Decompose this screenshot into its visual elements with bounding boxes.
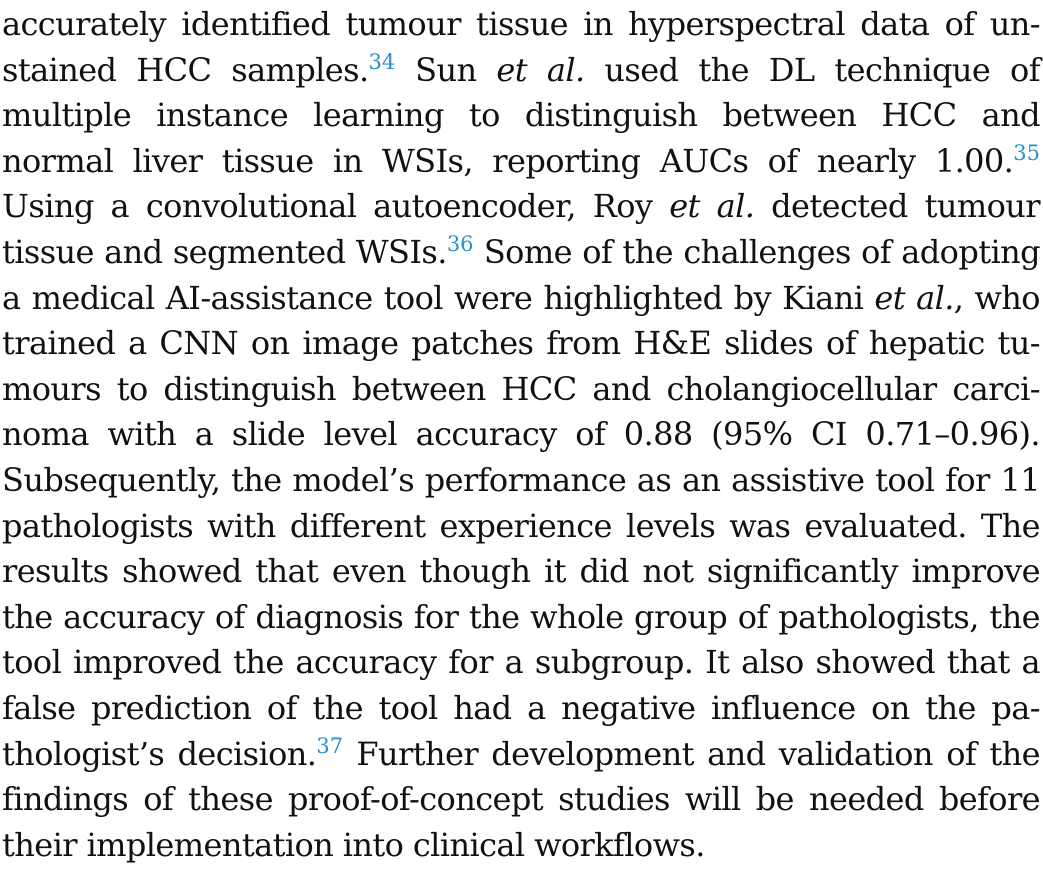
body-text: Sun <box>395 50 497 89</box>
citation-reference[interactable]: 35 <box>1013 140 1040 165</box>
body-text: tool improved the accuracy for a subgrou… <box>2 643 1041 682</box>
citation-reference[interactable]: 34 <box>368 49 396 74</box>
body-text: normal liver tissue in WSIs, reporting A… <box>2 141 1014 180</box>
paragraph-line: mours to distinguish between HCC and cho… <box>2 366 1041 412</box>
body-text: noma with a slide level accuracy of 0.88… <box>2 415 1041 454</box>
body-text: thologist’s decision. <box>2 734 317 773</box>
body-text: results showed that even though it did n… <box>2 552 1041 591</box>
body-text: used the DL technique of <box>584 50 1040 89</box>
paragraph-line: the accuracy of diagnosis for the whole … <box>2 594 1041 640</box>
paragraph-line: results showed that even though it did n… <box>2 548 1041 594</box>
body-text: findings of these proof-of-concept studi… <box>2 780 1041 819</box>
paragraph-line: Subsequently, the model’s performance as… <box>2 457 1041 503</box>
citation-reference[interactable]: 37 <box>316 733 344 758</box>
body-text: their implementation into clinical workf… <box>2 825 705 864</box>
paragraph-line: tissue and segmented WSIs.36 Some of the… <box>2 229 1041 275</box>
italic-text: et al. <box>669 187 755 226</box>
body-text: multiple instance learning to distinguis… <box>2 96 1041 135</box>
body-text: Some of the challenges of adopting <box>473 233 1041 271</box>
paragraph-line: their implementation into clinical workf… <box>2 822 1040 868</box>
body-text: stained HCC samples. <box>2 50 369 89</box>
body-text: accurately identified tumour tissue in h… <box>2 5 1041 43</box>
body-text: tissue and segmented WSIs. <box>2 233 447 271</box>
paragraph-line: noma with a slide level accuracy of 0.88… <box>2 411 1041 457</box>
paragraph-line: multiple instance learning to distinguis… <box>2 92 1041 138</box>
paragraph-line: tool improved the accuracy for a subgrou… <box>2 639 1041 685</box>
body-text: Further development and validation of th… <box>343 734 1040 773</box>
body-text: false prediction of the tool had a negat… <box>2 689 1041 727</box>
paragraph-line: Using a convolutional autoencoder, Roy e… <box>2 183 1041 229</box>
body-text: mours to distinguish between HCC and cho… <box>2 369 1041 408</box>
body-text: Subsequently, the model’s performance as… <box>2 461 1041 499</box>
body-text: a medical AI-assistance tool were highli… <box>2 278 875 317</box>
paragraph-line: thologist’s decision.37 Further developm… <box>2 731 1041 777</box>
paragraph-line: accurately identified tumour tissue in h… <box>2 1 1041 47</box>
paragraph-line: a medical AI-assistance tool were highli… <box>2 275 1041 321</box>
paragraph-line: false prediction of the tool had a negat… <box>2 685 1041 731</box>
paragraph-line: trained a CNN on image patches from H&E … <box>2 320 1041 366</box>
body-text: trained a CNN on image patches from H&E … <box>2 324 1041 363</box>
paragraph-line: findings of these proof-of-concept studi… <box>2 776 1041 822</box>
body-text: , who <box>953 278 1041 317</box>
italic-text: et al. <box>496 50 585 89</box>
paragraph-line: stained HCC samples.34 Sun et al. used t… <box>2 47 1041 93</box>
italic-text: et al. <box>874 278 954 317</box>
paragraph-line: pathologists with different experience l… <box>2 503 1041 549</box>
paragraph-line: normal liver tissue in WSIs, reporting A… <box>2 138 1040 184</box>
body-text: detected tumour <box>754 187 1041 226</box>
body-text: the accuracy of diagnosis for the whole … <box>2 597 1041 636</box>
body-text: pathologists with different experience l… <box>2 506 1041 545</box>
body-text: Using a convolutional autoencoder, Roy <box>2 187 670 226</box>
citation-reference[interactable]: 36 <box>446 232 474 256</box>
